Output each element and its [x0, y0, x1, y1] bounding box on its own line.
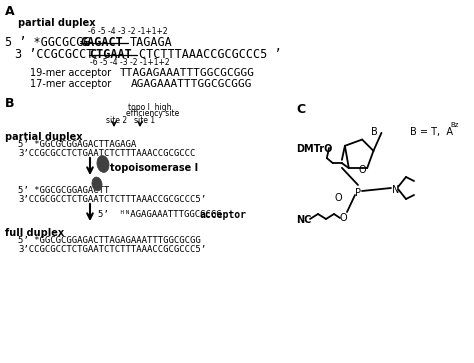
Text: O: O: [359, 165, 366, 175]
Text: 3’CCGCGCCTCTGAATCTCTTTAAACCGCGCCC5’: 3’CCGCGCCTCTGAATCTCTTTAAACCGCGCCC5’: [18, 195, 206, 204]
Text: 3’CCGCGCCTCTGAATCTCTTTAAACCGCGCCC: 3’CCGCGCCTCTGAATCTCTTTAAACCGCGCCC: [18, 149, 195, 158]
Text: A: A: [5, 5, 15, 18]
Text: NC: NC: [296, 215, 311, 225]
Text: 3 ’CCGCGCCT: 3 ’CCGCGCCT: [15, 48, 93, 61]
Text: topo I  high: topo I high: [128, 103, 172, 112]
Text: O: O: [335, 193, 343, 203]
Text: 19-mer acceptor: 19-mer acceptor: [30, 68, 111, 78]
Text: TAGAGA: TAGAGA: [130, 36, 173, 49]
Text: B: B: [371, 127, 378, 137]
Text: 5’  ᴴᴺAGAGAAATTTGGCGCGG: 5’ ᴴᴺAGAGAAATTTGGCGCGG: [98, 210, 222, 219]
Text: B = T,  A: B = T, A: [410, 127, 453, 137]
Text: 17-mer acceptor: 17-mer acceptor: [30, 79, 111, 89]
Text: -6 -5 -4 -3 -2 -1+1+2: -6 -5 -4 -3 -2 -1+1+2: [88, 27, 168, 36]
Text: 5’ *GGCGCGGAGACTTAGAGA: 5’ *GGCGCGGAGACTTAGAGA: [18, 140, 136, 149]
Text: 5 ’ *GGCGCGG: 5 ’ *GGCGCGG: [5, 36, 91, 49]
Text: 3’CCGCGCCTCTGAATCTCTTTAAACCGCGCCC5’: 3’CCGCGCCTCTGAATCTCTTTAAACCGCGCCC5’: [18, 245, 206, 254]
Text: AGAGAAATTTGGCGCGGG: AGAGAAATTTGGCGCGGG: [131, 79, 253, 89]
Text: B: B: [5, 97, 15, 110]
Text: P: P: [355, 188, 361, 198]
Ellipse shape: [92, 177, 102, 191]
Text: Bz: Bz: [450, 122, 458, 128]
Text: partial duplex: partial duplex: [18, 18, 95, 28]
Text: full duplex: full duplex: [5, 228, 64, 238]
Text: site 1: site 1: [134, 116, 155, 125]
Text: efficiency site: efficiency site: [126, 109, 179, 118]
Text: TTAGAGAAATTTGGCGCGGG: TTAGAGAAATTTGGCGCGGG: [120, 68, 255, 78]
Text: GAGACT: GAGACT: [80, 36, 123, 49]
Text: partial duplex: partial duplex: [5, 132, 82, 142]
Text: DMTrO: DMTrO: [296, 144, 332, 154]
Text: -6 -5 -4 -3 -2 -1+1+2: -6 -5 -4 -3 -2 -1+1+2: [90, 58, 170, 67]
Text: CTCTTTAAACCGCGCCC5 ’: CTCTTTAAACCGCGCCC5 ’: [139, 48, 282, 61]
Text: acceptor: acceptor: [200, 210, 247, 220]
Text: 5’ *GGCGCGGAGACTTAGAGAAATTTGGCGCGG: 5’ *GGCGCGGAGACTTAGAGAAATTTGGCGCGG: [18, 236, 201, 245]
Text: N: N: [392, 185, 400, 195]
Text: site 2: site 2: [106, 116, 127, 125]
Text: 5’ *GGCGCGGAGACTT: 5’ *GGCGCGGAGACTT: [18, 186, 109, 195]
Text: C: C: [296, 103, 305, 116]
Ellipse shape: [97, 156, 109, 172]
Text: topoisomerase I: topoisomerase I: [110, 163, 198, 173]
Text: CTGAAT: CTGAAT: [89, 48, 132, 61]
Text: O: O: [340, 213, 347, 223]
